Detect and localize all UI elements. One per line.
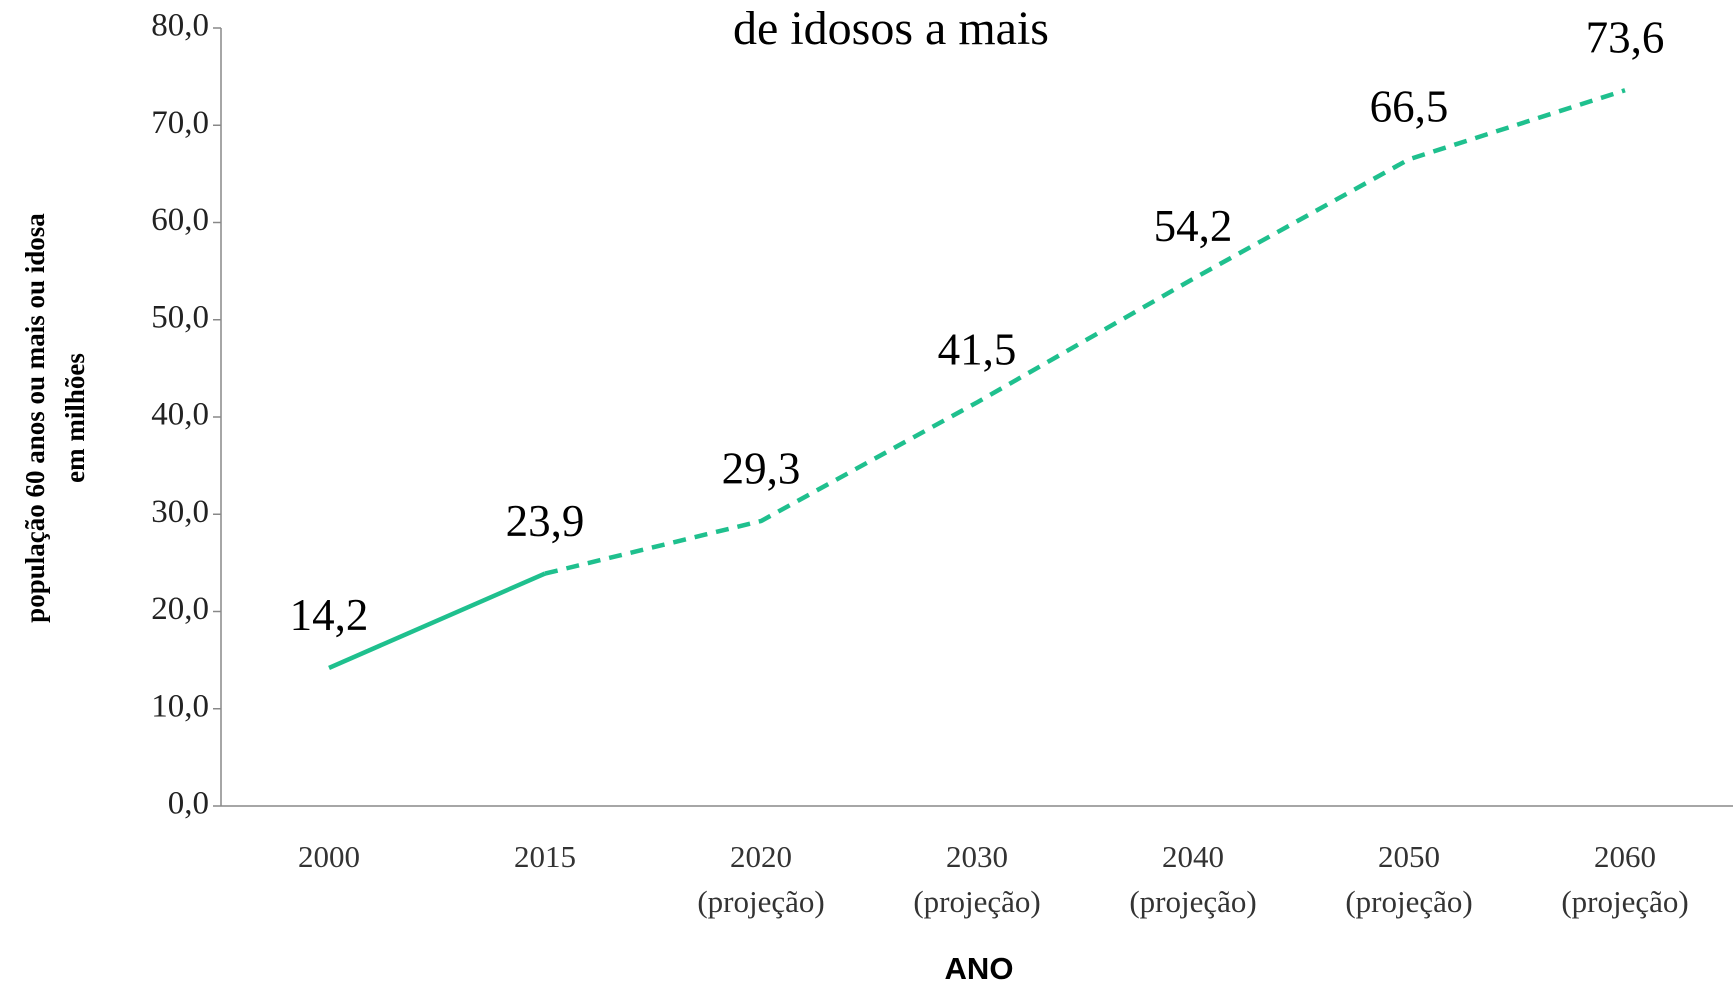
- data-label: 73,6: [1586, 13, 1665, 63]
- x-tick-label: 2050 (projeção): [1345, 839, 1472, 919]
- y-tick-label: 50,0: [151, 299, 209, 335]
- line-solid: [328, 571, 546, 670]
- x-tick-label-line: (projeção): [1561, 884, 1688, 919]
- x-tick-label-line: 2060: [1594, 839, 1656, 874]
- y-tick-label: 10,0: [151, 688, 209, 724]
- data-label: 66,5: [1370, 82, 1449, 132]
- x-tick-label-line: (projeção): [913, 884, 1040, 919]
- y-tick-label: 70,0: [151, 105, 209, 141]
- line-dashed: [544, 88, 1626, 576]
- data-label: 14,2: [290, 590, 369, 640]
- x-tick-label: 2030 (projeção): [913, 839, 1040, 919]
- y-tick-label: 30,0: [151, 494, 209, 530]
- y-tick-label: 40,0: [151, 397, 209, 433]
- x-tick-label: 2060 (projeção): [1561, 839, 1688, 919]
- y-tick-label: 0,0: [168, 786, 209, 822]
- x-tick-label: 2040 (projeção): [1129, 839, 1256, 919]
- x-tick-label-line: 2040: [1162, 839, 1224, 874]
- x-tick-label: 2000: [298, 839, 360, 874]
- x-tick-label-line: (projeção): [1345, 884, 1472, 919]
- x-tick-label-line: 2030: [946, 839, 1008, 874]
- data-label: 23,9: [506, 496, 585, 546]
- y-tick-label: 20,0: [151, 591, 209, 627]
- data-label: 29,3: [722, 443, 801, 493]
- x-tick-label-line: 2000: [298, 839, 360, 874]
- x-tick-label-line: 2015: [514, 839, 576, 874]
- y-axis-label: em milhões: [60, 353, 90, 483]
- x-tick-label-line: 2020: [730, 839, 792, 874]
- x-tick-label: 2015: [514, 839, 576, 874]
- x-tick-label-line: (projeção): [1129, 884, 1256, 919]
- chart-title: de idosos a mais: [733, 2, 1049, 55]
- x-axis-label: ANO: [945, 951, 1014, 986]
- x-tick-label-line: (projeção): [697, 884, 824, 919]
- y-axis-label: população 60 anos ou mais ou idosa: [20, 213, 50, 623]
- x-tick-label-line: 2050: [1378, 839, 1440, 874]
- y-tick-label: 60,0: [151, 202, 209, 238]
- y-tick-label: 80,0: [151, 8, 209, 44]
- x-tick-label: 2020 (projeção): [697, 839, 824, 919]
- data-label: 41,5: [938, 325, 1017, 375]
- data-label: 54,2: [1154, 201, 1233, 251]
